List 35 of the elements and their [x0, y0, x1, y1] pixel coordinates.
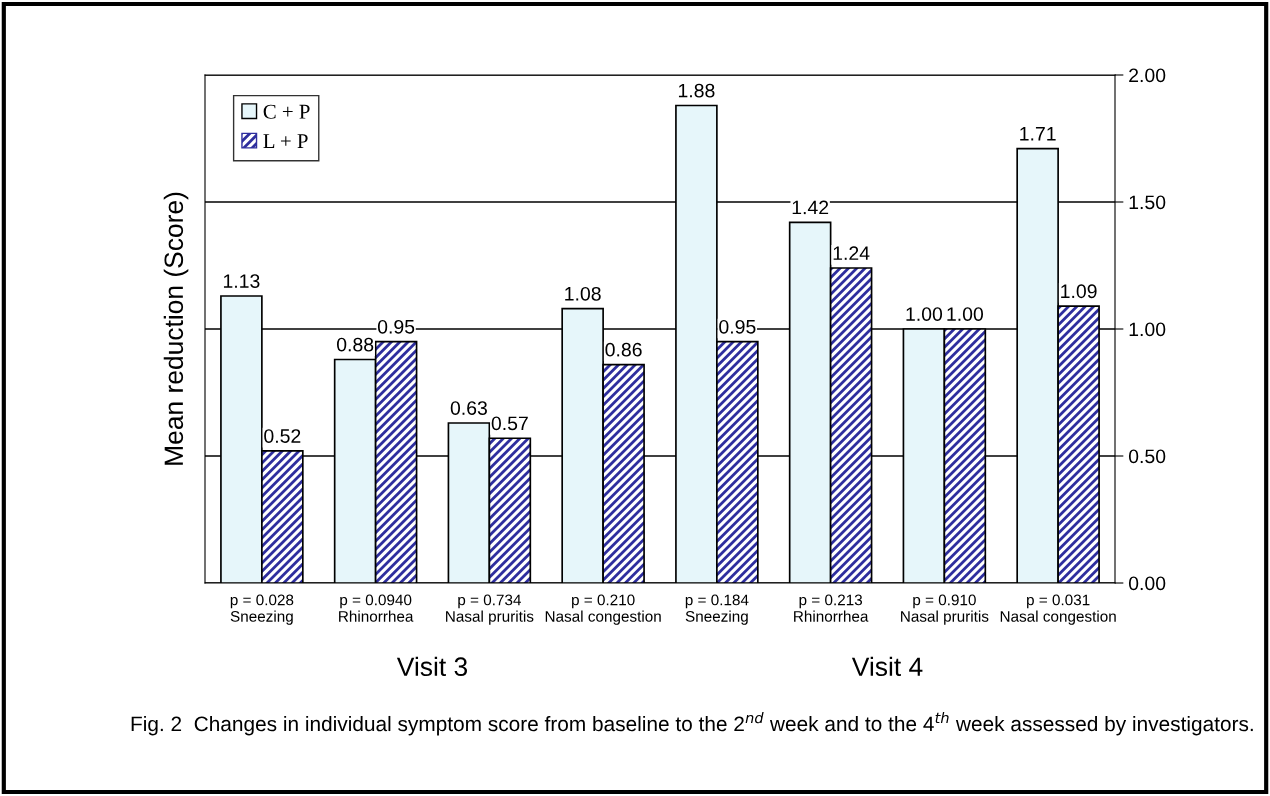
- data-label: 0.95: [377, 319, 415, 334]
- data-label: 1.88: [678, 83, 715, 98]
- data-label: 0.63: [450, 401, 487, 415]
- x-tick-label: p = 0.213 Rhinorrhea: [794, 594, 869, 622]
- x-tick-label: p = 0.210 Nasal congestion: [545, 594, 661, 625]
- y-tick-label: 1.00: [1129, 322, 1166, 337]
- y-axis-title: Mean reduction (Score): [163, 192, 189, 465]
- data-label: 1.13: [223, 274, 260, 288]
- y-tick-label: 2.00: [1129, 68, 1166, 83]
- y-tick-label: 0.50: [1128, 449, 1166, 464]
- data-label: 1.24: [833, 246, 870, 260]
- x-tick-label: p = 0.184 Sneezing: [685, 594, 749, 625]
- legend-label: L + P: [263, 134, 308, 148]
- data-label: 0.86: [605, 342, 642, 357]
- y-tick-label: 1.50: [1129, 195, 1166, 210]
- x-tick-label: p = 0.910 Nasal pruritis: [901, 594, 989, 625]
- data-label: 1.08: [565, 286, 601, 301]
- data-label: 0.88: [336, 337, 374, 352]
- y-tick-label: 0.00: [1128, 576, 1166, 591]
- data-label: 0.57: [491, 416, 528, 431]
- data-label: 0.95: [719, 319, 756, 334]
- x-tick-label: p = 0.028 Sneezing: [230, 594, 294, 625]
- x-tick-label: p = 0.0940 Rhinorrhea: [339, 594, 414, 622]
- data-label: 1.71: [1020, 127, 1056, 141]
- data-label: 1.00: [947, 307, 984, 321]
- caption: Fig. 2 Changes in individual symptom score from baseline to the 2$^{nd}$ week and to the 4$^{th}$ week assessed by investigators.: [131, 712, 1253, 736]
- data-label: 0.52: [264, 429, 301, 443]
- data-label: 1.00: [906, 307, 943, 321]
- legend-label: C + P: [263, 104, 310, 119]
- data-label: 1.42: [792, 200, 829, 215]
- x-tick-label: p = 0.031 Nasal congestion: [1000, 594, 1116, 625]
- text: Visit 3: [396, 656, 468, 677]
- data-label: 1.09: [1061, 284, 1097, 299]
- text: Visit 4: [851, 656, 923, 677]
- x-tick-label: p = 0.734 Nasal pruritis: [446, 594, 534, 625]
